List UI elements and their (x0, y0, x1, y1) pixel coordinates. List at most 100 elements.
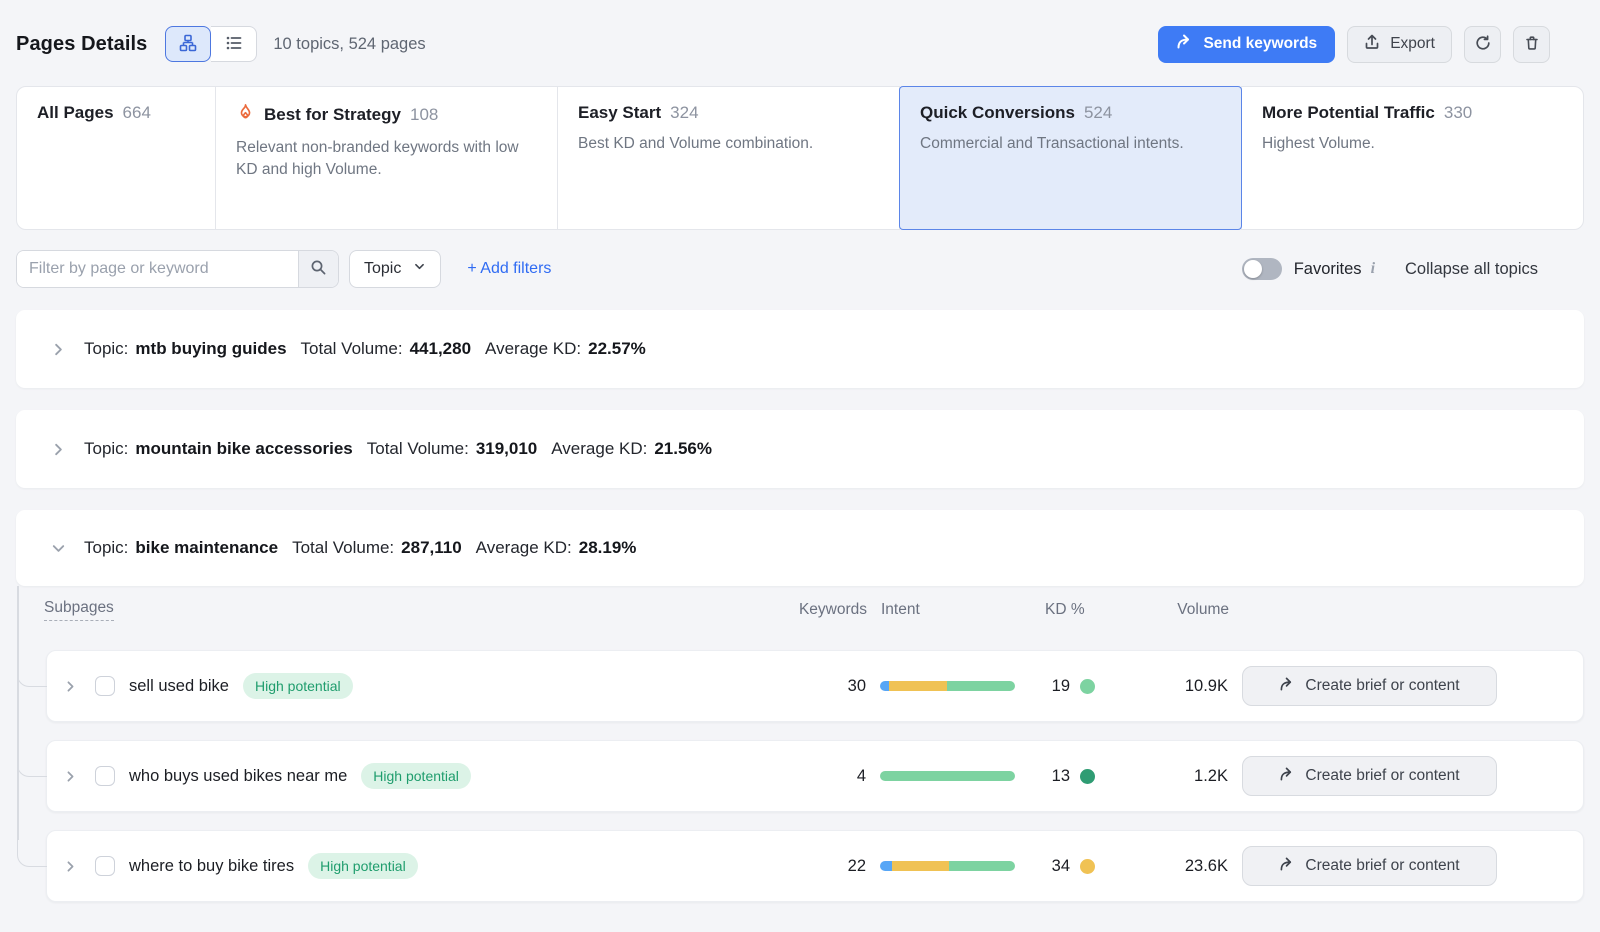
keywords-count: 30 (847, 676, 866, 695)
delete-button[interactable] (1513, 25, 1550, 63)
topic-name: mtb buying guides (135, 339, 287, 358)
topic-row-mtb-buying-guides[interactable]: Topic: mtb buying guides Total Volume: 4… (16, 310, 1584, 388)
intent-bar (880, 861, 1015, 871)
intent-bar (880, 681, 1015, 691)
create-brief-label: Create brief or content (1305, 857, 1460, 874)
tree-connector-line (17, 586, 19, 840)
tab-description: Highest Volume. (1262, 135, 1375, 152)
topics-pages-summary: 10 topics, 524 pages (273, 34, 426, 53)
subpage-name[interactable]: who buys used bikes near me (129, 766, 348, 785)
keywords-count: 22 (847, 856, 866, 875)
topic-prefix: Topic: (84, 538, 129, 557)
topic-name: bike maintenance (135, 538, 279, 557)
topic-name: mountain bike accessories (135, 439, 353, 458)
total-volume-label: Total Volume: (300, 339, 403, 358)
tab-more-potential-traffic[interactable]: More Potential Traffic 330 Highest Volum… (1241, 86, 1584, 230)
kd-status-dot (1080, 678, 1095, 694)
tab-easy-start[interactable]: Easy Start 324 Best KD and Volume combin… (557, 86, 900, 230)
topic-row-mountain-bike-accessories[interactable]: Topic: mountain bike accessories Total V… (16, 410, 1584, 488)
chevron-right-icon[interactable] (50, 441, 68, 458)
sitemap-icon (179, 34, 197, 55)
high-potential-badge: High potential (308, 853, 418, 879)
high-potential-badge: High potential (242, 673, 353, 699)
average-kd-label: Average KD: (475, 538, 572, 557)
tree-view-button[interactable] (165, 26, 212, 62)
search-icon (310, 259, 327, 279)
row-checkbox[interactable] (95, 766, 115, 786)
column-volume: Volume (1177, 601, 1229, 618)
tab-label: More Potential Traffic (1262, 103, 1435, 122)
topic-prefix: Topic: (84, 339, 129, 358)
topic-prefix: Topic: (84, 439, 129, 458)
search-button[interactable] (298, 251, 338, 287)
tab-all-pages[interactable]: All Pages 664 (16, 86, 216, 230)
kd-value: 34 (1051, 856, 1070, 875)
intent-bar (880, 771, 1015, 781)
keywords-count: 4 (856, 766, 866, 785)
topic-dropdown-label: Topic (364, 260, 402, 277)
send-keywords-label: Send keywords (1203, 35, 1318, 52)
tab-quick-conversions[interactable]: Quick Conversions 524 Commercial and Tra… (899, 86, 1242, 230)
intent-segment (880, 681, 890, 691)
view-toggle (165, 26, 258, 62)
subpage-name[interactable]: where to buy bike tires (129, 856, 295, 875)
chevron-right-icon[interactable] (63, 859, 81, 874)
topic-section-bike-maintenance: Topic: bike maintenance Total Volume: 28… (16, 510, 1584, 902)
filter-bar: Topic + Add filters Favorites i Collapse… (16, 250, 1584, 288)
list-view-button[interactable] (211, 26, 258, 62)
column-subpages[interactable]: Subpages (44, 599, 114, 621)
subpage-name[interactable]: sell used bike (129, 676, 229, 695)
tab-description: Relevant non-branded keywords with low K… (236, 139, 519, 179)
refresh-icon (1475, 34, 1491, 54)
subpages-table-header: Subpages Keywords Intent KD % Volume (44, 586, 1568, 634)
topic-dropdown[interactable]: Topic (349, 250, 442, 288)
forward-arrow-icon (1279, 767, 1295, 786)
subpage-row-who-buys-used-bikes: who buys used bikes near me High potenti… (46, 740, 1584, 812)
total-volume-value: 287,110 (401, 538, 462, 557)
create-brief-label: Create brief or content (1305, 767, 1460, 784)
top-bar: Pages Details (16, 24, 1584, 64)
intent-segment (948, 861, 1015, 871)
collapse-all-topics-link[interactable]: Collapse all topics (1405, 259, 1538, 278)
info-icon[interactable]: i (1370, 260, 1376, 277)
topic-row-bike-maintenance[interactable]: Topic: bike maintenance Total Volume: 28… (16, 510, 1584, 586)
column-keywords: Keywords (798, 601, 867, 618)
chevron-right-icon[interactable] (50, 341, 68, 358)
chevron-down-icon[interactable] (50, 540, 68, 557)
export-button[interactable]: Export (1347, 25, 1452, 63)
favorites-toggle[interactable] (1241, 258, 1282, 280)
row-checkbox[interactable] (95, 856, 115, 876)
export-icon (1364, 34, 1380, 55)
create-brief-button[interactable]: Create brief or content (1242, 666, 1497, 706)
total-volume-value: 319,010 (475, 439, 538, 458)
chevron-right-icon[interactable] (63, 769, 81, 784)
create-brief-button[interactable]: Create brief or content (1242, 846, 1497, 886)
total-volume-label: Total Volume: (366, 439, 469, 458)
average-kd-value: 28.19% (578, 538, 637, 557)
volume-value: 1.2K (1194, 766, 1228, 785)
search-group (16, 250, 339, 288)
send-keywords-button[interactable]: Send keywords (1158, 25, 1336, 63)
filter-input[interactable] (17, 251, 298, 287)
tab-description: Commercial and Transactional intents. (920, 135, 1184, 152)
tab-best-for-strategy[interactable]: Best for Strategy 108 Relevant non-brand… (215, 86, 558, 230)
topbar-actions: Send keywords Export (1158, 25, 1550, 63)
chevron-right-icon[interactable] (63, 679, 81, 694)
favorites-cluster: Favorites i Collapse all topics (1241, 258, 1538, 280)
tab-count: 664 (122, 103, 151, 122)
tab-count: 524 (1083, 103, 1113, 122)
refresh-button[interactable] (1464, 25, 1501, 63)
tab-label: Easy Start (578, 103, 662, 122)
row-checkbox[interactable] (95, 676, 115, 696)
column-intent: Intent (881, 601, 920, 618)
subpage-row-sell-used-bike: sell used bike High potential 30 19 10.9… (46, 650, 1584, 722)
add-filters-link[interactable]: + Add filters (467, 260, 552, 277)
volume-value: 10.9K (1184, 676, 1228, 695)
average-kd-value: 22.57% (588, 339, 646, 358)
create-brief-button[interactable]: Create brief or content (1242, 756, 1497, 796)
forward-arrow-icon (1176, 34, 1193, 54)
average-kd-value: 21.56% (654, 439, 713, 458)
intent-segment (880, 861, 893, 871)
subpage-row-wrapper: where to buy bike tires High potential 2… (17, 830, 1584, 902)
